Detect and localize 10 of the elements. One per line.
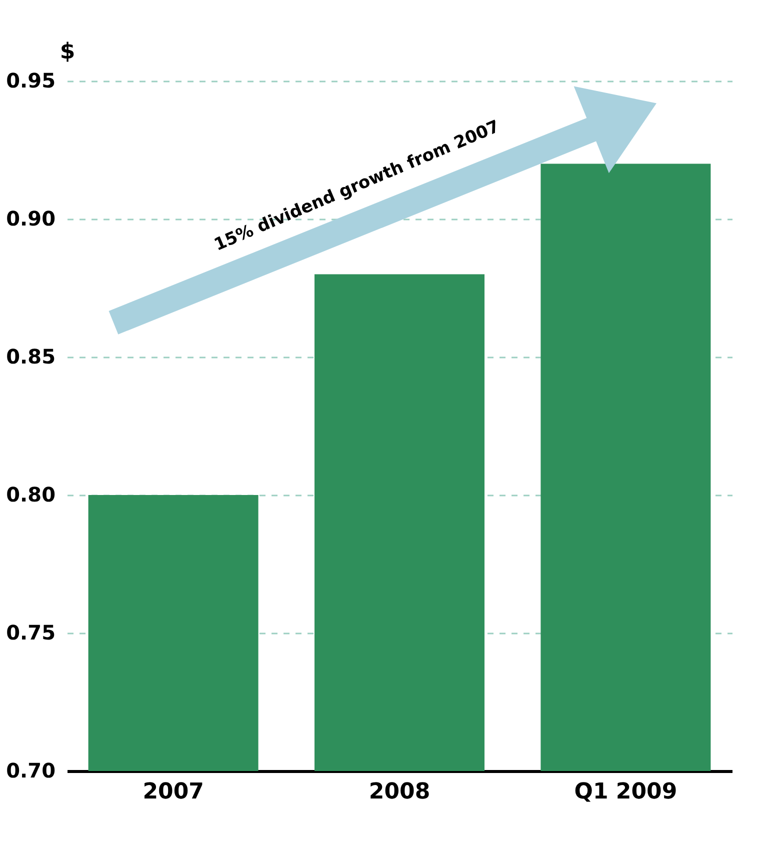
y-tick-label: 0.75 <box>6 620 56 644</box>
y-tick-label: 0.80 <box>6 482 56 506</box>
y-tick-label: 0.85 <box>6 344 56 368</box>
y-tick-label: 0.95 <box>6 68 56 92</box>
y-tick-label: 0.70 <box>6 758 56 782</box>
y-tick-label: 0.90 <box>6 206 56 230</box>
y-axis-title: $ <box>60 40 76 64</box>
x-tick-label: Q1 2009 <box>574 780 678 804</box>
x-tick-label: 2007 <box>142 780 204 804</box>
x-tick-label: 2008 <box>368 780 430 804</box>
